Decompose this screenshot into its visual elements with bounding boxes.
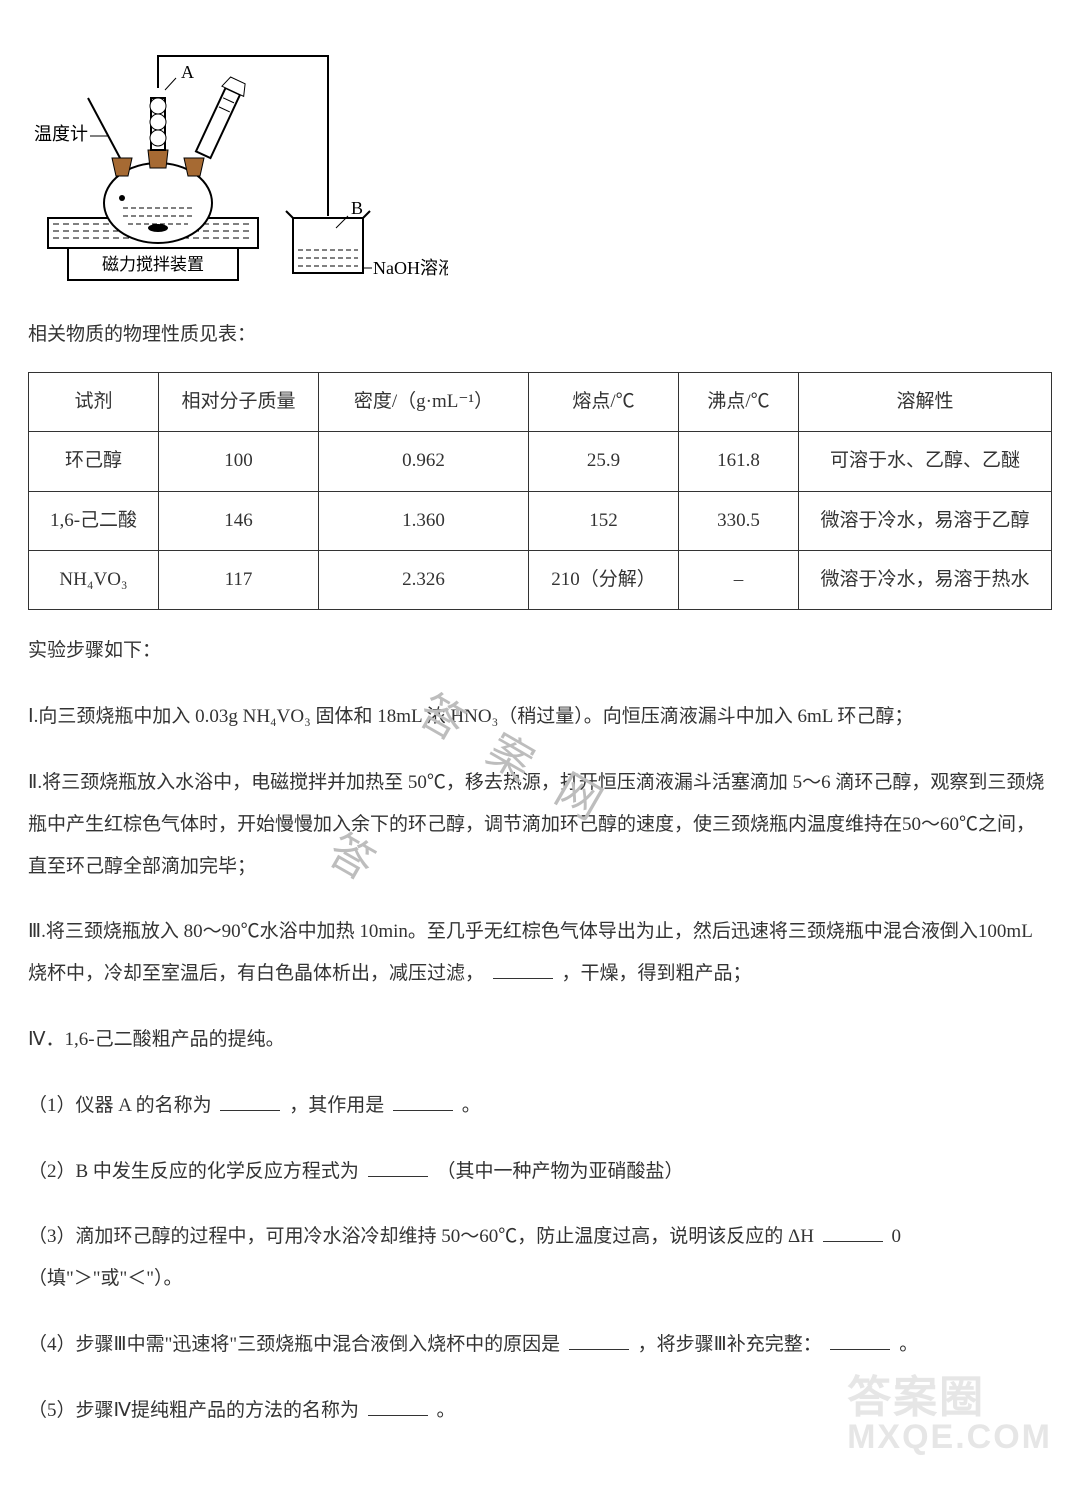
q1-c: 。 bbox=[462, 1095, 481, 1116]
question-3: （3）滴加环己醇的过程中，可用冷水浴冷却维持 50～60℃，防止温度过高，说明该… bbox=[28, 1216, 1052, 1300]
table-cell: 100 bbox=[159, 432, 319, 491]
label-B: B bbox=[351, 198, 363, 218]
table-cell: 161.8 bbox=[679, 432, 799, 491]
intro-line: 相关物质的物理性质见表： bbox=[28, 314, 1052, 356]
col-header: 试剂 bbox=[29, 372, 159, 431]
thermometer-label: 温度计 bbox=[34, 124, 88, 144]
step-2: Ⅱ.将三颈烧瓶放入水浴中，电磁搅拌并加热至 50℃，移去热源，打开恒压滴液漏斗活… bbox=[28, 762, 1052, 887]
brand-watermark: 答案圈 MXQE.COM bbox=[847, 1376, 1052, 1454]
question-2: （2）B 中发生反应的化学反应方程式为 （其中一种产物为亚硝酸盐） bbox=[28, 1151, 1052, 1193]
col-header: 溶解性 bbox=[799, 372, 1052, 431]
q3-a: （3）滴加环己醇的过程中，可用冷水浴冷却维持 50～60℃，防止温度过高，说明该… bbox=[28, 1226, 819, 1247]
table-cell: 可溶于水、乙醇、乙醚 bbox=[799, 432, 1052, 491]
blank-fill bbox=[823, 1223, 883, 1242]
table-cell: 微溶于冷水，易溶于乙醇 bbox=[799, 491, 1052, 550]
col-header: 密度/（g·mL⁻¹） bbox=[319, 372, 529, 431]
table-cell: 25.9 bbox=[529, 432, 679, 491]
blank-fill bbox=[830, 1331, 890, 1350]
q4-b: ，将步骤Ⅲ补充完整： bbox=[638, 1334, 822, 1355]
label-A: A bbox=[181, 62, 194, 82]
table-cell: 微溶于冷水，易溶于热水 bbox=[799, 550, 1052, 609]
table-cell: 环己醇 bbox=[29, 432, 159, 491]
table-row: NH₄VO₃ 117 2.326 210（分解） – 微溶于冷水，易溶于热水 bbox=[29, 550, 1052, 609]
table-cell: 2.326 bbox=[319, 550, 529, 609]
step-1: Ⅰ.向三颈烧瓶中加入 0.03g NH₄VO₃ 固体和 18mL 浓 HNO₃（… bbox=[28, 696, 1052, 738]
q4-a: （4）步骤Ⅲ中需"迅速将"三颈烧瓶中混合液倒入烧杯中的原因是 bbox=[28, 1334, 560, 1355]
table-cell: 1.360 bbox=[319, 491, 529, 550]
col-header: 沸点/℃ bbox=[679, 372, 799, 431]
q2-b: （其中一种产物为亚硝酸盐） bbox=[436, 1161, 683, 1182]
table-cell: NH₄VO₃ bbox=[29, 550, 159, 609]
table-cell: 1,6-己二酸 bbox=[29, 491, 159, 550]
blank-fill bbox=[493, 960, 553, 979]
steps-header: 实验步骤如下： bbox=[28, 630, 1052, 672]
blank-fill bbox=[368, 1158, 428, 1177]
blank-fill bbox=[393, 1092, 453, 1111]
q2-a: （2）B 中发生反应的化学反应方程式为 bbox=[28, 1161, 359, 1182]
table-head: 试剂 相对分子质量 密度/（g·mL⁻¹） 熔点/℃ 沸点/℃ 溶解性 bbox=[29, 372, 1052, 431]
q5-a: （5）步骤Ⅳ提纯粗产品的方法的名称为 bbox=[28, 1400, 359, 1421]
table-cell: – bbox=[679, 550, 799, 609]
stirrer-label: 磁力搅拌装置 bbox=[102, 255, 204, 274]
step-3: Ⅲ.将三颈烧瓶放入 80～90℃水浴中加热 10min。至几乎无红棕色气体导出为… bbox=[28, 911, 1052, 995]
apparatus-diagram: 磁力搅拌装置 A bbox=[28, 28, 1052, 298]
apparatus-svg: 磁力搅拌装置 A bbox=[28, 28, 448, 298]
table-cell: 146 bbox=[159, 491, 319, 550]
blank-fill bbox=[569, 1331, 629, 1350]
watermarked-region: Ⅰ.向三颈烧瓶中加入 0.03g NH₄VO₃ 固体和 18mL 浓 HNO₃（… bbox=[28, 696, 1052, 887]
question-4: （4）步骤Ⅲ中需"迅速将"三颈烧瓶中混合液倒入烧杯中的原因是 ，将步骤Ⅲ补充完整… bbox=[28, 1324, 1052, 1366]
blank-fill bbox=[368, 1397, 428, 1416]
step-3b: ，干燥，得到粗产品； bbox=[562, 963, 752, 984]
q4-c: 。 bbox=[899, 1334, 918, 1355]
properties-table: 试剂 相对分子质量 密度/（g·mL⁻¹） 熔点/℃ 沸点/℃ 溶解性 环己醇 … bbox=[28, 372, 1052, 611]
col-header: 相对分子质量 bbox=[159, 372, 319, 431]
step-4: Ⅳ．1,6-己二酸粗产品的提纯。 bbox=[28, 1019, 1052, 1061]
q1-a: （1）仪器 A 的名称为 bbox=[28, 1095, 212, 1116]
brand-cn: 答案圈 bbox=[847, 1373, 985, 1422]
table-cell: 210（分解） bbox=[529, 550, 679, 609]
q1-b: ，其作用是 bbox=[289, 1095, 384, 1116]
blank-fill bbox=[220, 1092, 280, 1111]
table-cell: 152 bbox=[529, 491, 679, 550]
table-row: 1,6-己二酸 146 1.360 152 330.5 微溶于冷水，易溶于乙醇 bbox=[29, 491, 1052, 550]
table-cell: 0.962 bbox=[319, 432, 529, 491]
q5-b: 。 bbox=[437, 1400, 456, 1421]
brand-en: MXQE.COM bbox=[847, 1418, 1052, 1456]
col-header: 熔点/℃ bbox=[529, 372, 679, 431]
table-row: 环己醇 100 0.962 25.9 161.8 可溶于水、乙醇、乙醚 bbox=[29, 432, 1052, 491]
table-cell: 330.5 bbox=[679, 491, 799, 550]
naoh-label: NaOH溶液 bbox=[373, 258, 448, 278]
question-1: （1）仪器 A 的名称为 ，其作用是 。 bbox=[28, 1085, 1052, 1127]
table-cell: 117 bbox=[159, 550, 319, 609]
